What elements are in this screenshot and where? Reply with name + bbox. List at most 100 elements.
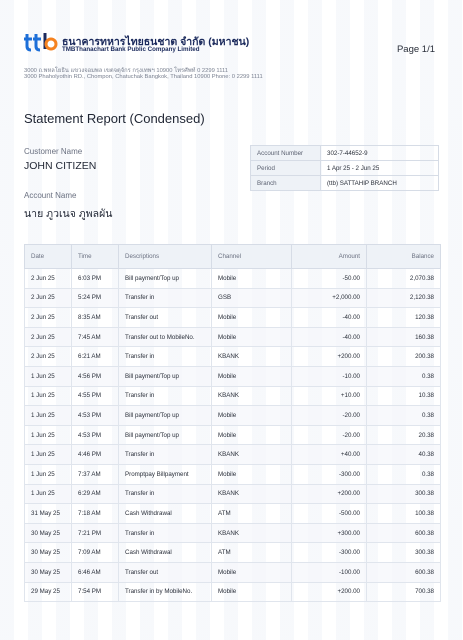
table-row: 29 May 25 7:54 PM Transfer in by MobileNo.… [24,581,441,603]
cell-date: 31 May 25 [24,503,72,524]
cell-amount: -40.00 [291,307,367,328]
cell-channel: Mobile [211,581,292,603]
cell-time: 7:18 AM [71,503,119,524]
cell-description: Bill payment/Top up [118,268,212,289]
cell-channel: Mobile [211,463,292,485]
cell-description: Transfer in [118,287,212,309]
cell-balance: 160.38 [366,326,441,348]
cell-time: 6:29 AM [71,483,119,505]
column-header-channel: Channel [211,244,292,269]
account-number-label: Account Number [250,145,321,161]
cell-date: 30 May 25 [24,542,72,563]
table-row: 1 Jun 25 4:55 PM Transfer in KBANK +10.00 10.… [24,385,441,407]
cell-channel: KBANK [211,522,292,544]
cell-description: Transfer in by MobileNo. [118,581,212,603]
account-info-table: Account Number 302-7-44652-9 Period 1 Ap… [250,145,439,191]
table-row: 1 Jun 25 7:37 AM Promptpay Billpayment Mobi… [24,463,441,485]
cell-balance: 300.38 [366,483,441,505]
table-row: 1 Jun 25 4:56 PM Bill payment/Top up Mobile… [24,365,441,387]
cell-time: 8:35 AM [71,307,119,328]
cell-channel: ATM [211,542,292,563]
cell-time: 7:37 AM [71,463,119,485]
cell-amount: +200.00 [291,581,367,603]
cell-date: 2 Jun 25 [24,287,72,309]
cell-time: 7:09 AM [71,542,119,563]
cell-date: 1 Jun 25 [24,444,72,465]
table-row: 1 Jun 25 6:29 AM Transfer in KBANK +200.00 30… [24,483,441,505]
cell-channel: KBANK [211,444,292,465]
cell-balance: 0.38 [366,405,441,426]
cell-description: Transfer out [118,561,212,583]
cell-amount: +10.00 [291,385,367,407]
cell-amount: +200.00 [291,346,367,367]
period-value: 1 Apr 25 - 2 Jun 25 [320,160,439,176]
cell-time: 4:55 PM [71,385,119,407]
cell-description: Promptpay Billpayment [118,463,212,485]
cell-date: 30 May 25 [24,561,72,583]
cell-amount: -10.00 [291,365,367,387]
cell-balance: 0.38 [366,365,441,387]
cell-balance: 120.38 [366,307,441,328]
cell-description: Bill payment/Top up [118,365,212,387]
table-row: 30 May 25 7:21 PM Transfer in KBANK +300.00 6… [24,522,441,544]
column-header-date: Date [24,244,72,269]
cell-date: 1 Jun 25 [24,463,72,485]
cell-time: 4:46 PM [71,444,119,465]
cell-balance: 300.38 [366,542,441,563]
cell-date: 2 Jun 25 [24,268,72,289]
cell-date: 1 Jun 25 [24,385,72,407]
cell-time: 6:46 AM [71,561,119,583]
cell-description: Bill payment/Top up [118,405,212,426]
address-english: 3000 Phaholyothin RD., Chompon, Chatucha… [24,74,263,80]
cell-channel: Mobile [211,268,292,289]
transactions-table-wrapper: Date Time Descriptions Channel Amount Ba… [24,244,441,603]
cell-amount: +40.00 [291,444,367,465]
table-row: 1 Jun 25 4:53 PM Bill payment/Top up Mobile… [24,405,441,426]
cell-balance: 700.38 [366,581,441,603]
cell-time: 5:24 PM [71,287,119,309]
transactions-table: Date Time Descriptions Channel Amount Ba… [24,244,441,603]
cell-amount: -20.00 [291,405,367,426]
bank-name-english: TMBThanachart Bank Public Company Limite… [62,46,200,53]
cell-date: 1 Jun 25 [24,365,72,387]
table-row: 2 Jun 25 6:03 PM Bill payment/Top up Mobile… [24,268,441,289]
cell-amount: -300.00 [291,542,367,563]
cell-balance: 10.38 [366,385,441,407]
cell-balance: 0.38 [366,463,441,485]
cell-channel: Mobile [211,307,292,328]
customer-name-label: Customer Name [24,147,83,156]
cell-time: 7:45 AM [71,326,119,348]
address-thai: 3000 ถ.พหลโยธิน แขวงจอมพล เขตจตุจักร กรุ… [24,68,229,74]
transactions-body: 2 Jun 25 6:03 PM Bill payment/Top up Mobile… [24,268,441,603]
cell-date: 30 May 25 [24,522,72,544]
account-number-value: 302-7-44652-9 [320,145,439,161]
cell-amount: -100.00 [291,561,367,583]
report-title: Statement Report (Condensed) [24,111,205,126]
table-header-row: Date Time Descriptions Channel Amount Ba… [24,244,441,269]
account-info-row: Branch (ttb) SATTAHIP BRANCH [250,175,439,191]
cell-description: Transfer in [118,385,212,407]
bank-name-thai: ธนาคารทหารไทยธนชาต จำกัด (มหาชน) [62,36,250,48]
table-row: 31 May 25 7:18 AM Cash Withdrawal ATM -500.0… [24,503,441,524]
cell-channel: GSB [211,287,292,309]
header: ธนาคารทหารไทยธนชาต จำกัด (มหาชน) TMBThan… [24,30,439,90]
cell-channel: Mobile [211,561,292,583]
column-header-descriptions: Descriptions [118,244,212,269]
cell-description: Bill payment/Top up [118,424,212,446]
cell-time: 6:21 AM [71,346,119,367]
cell-balance: 2,070.38 [366,268,441,289]
cell-time: 4:53 PM [71,424,119,446]
cell-amount: -40.00 [291,326,367,348]
account-info-row: Account Number 302-7-44652-9 [250,145,439,161]
cell-amount: -300.00 [291,463,367,485]
column-header-balance: Balance [366,244,441,269]
cell-date: 1 Jun 25 [24,424,72,446]
cell-balance: 600.38 [366,522,441,544]
cell-time: 7:21 PM [71,522,119,544]
cell-amount: +2,000.00 [291,287,367,309]
branch-value: (ttb) SATTAHIP BRANCH [320,175,439,191]
ttb-logo-icon [24,33,58,52]
cell-channel: KBANK [211,385,292,407]
cell-amount: -50.00 [291,268,367,289]
cell-amount: +200.00 [291,483,367,505]
